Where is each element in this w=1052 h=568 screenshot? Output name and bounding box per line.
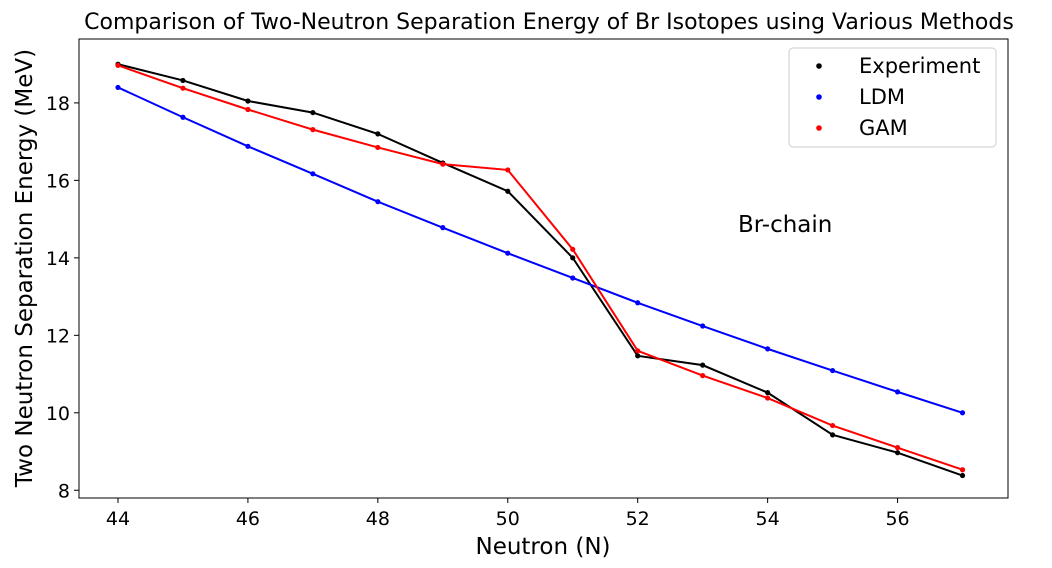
data-point-gam: [829, 422, 836, 429]
data-point-experiment: [829, 432, 836, 438]
x-tick-label: 44: [106, 508, 130, 530]
data-point-experiment: [375, 131, 381, 137]
chart-title: Comparison of Two-Neutron Separation Ene…: [84, 10, 1014, 35]
series-line-gam: [117, 64, 963, 471]
series-line-experiment: [117, 63, 963, 477]
x-tick-label: 46: [236, 508, 260, 530]
y-tick-label: 18: [46, 93, 70, 115]
y-axis: 8 10 12 14 16 18: [46, 93, 79, 502]
legend: Experiment LDM GAM: [788, 47, 997, 148]
data-point-experiment: [505, 188, 511, 194]
series-line-ldm: [117, 86, 963, 414]
legend-label-ldm: LDM: [859, 85, 905, 109]
data-point-gam: [635, 348, 641, 354]
data-point-experiment: [570, 255, 576, 261]
data-point-ldm: [115, 84, 121, 91]
data-point-ldm: [180, 114, 186, 120]
data-point-ldm: [829, 367, 836, 374]
data-point-ldm: [440, 225, 446, 231]
data-point-gam: [375, 144, 381, 151]
data-point-gam: [894, 445, 901, 451]
x-axis: 44 46 48 50 52 54 56: [106, 498, 910, 530]
y-tick-label: 8: [58, 480, 70, 502]
y-tick-label: 14: [46, 248, 70, 270]
data-point-ldm: [310, 171, 316, 177]
plot-area: [78, 38, 1009, 499]
legend-marker-experiment: [816, 63, 822, 69]
data-point-experiment: [959, 472, 966, 479]
data-point-ldm: [894, 389, 901, 395]
data-point-gam: [570, 246, 576, 252]
x-tick-label: 50: [496, 508, 520, 530]
x-tick-label: 56: [885, 508, 909, 530]
data-point-experiment: [245, 98, 251, 104]
data-point-ldm: [765, 346, 771, 352]
data-point-gam: [115, 62, 121, 68]
data-point-ldm: [570, 275, 576, 281]
data-point-gam: [180, 85, 186, 91]
data-point-ldm: [959, 410, 966, 416]
data-point-experiment: [635, 353, 641, 359]
data-point-experiment: [310, 109, 316, 116]
data-point-ldm: [505, 250, 511, 256]
x-tick-label: 48: [366, 508, 390, 530]
data-point-gam: [700, 373, 706, 379]
legend-frame: [788, 47, 997, 148]
legend-label-gam: GAM: [859, 116, 908, 140]
plot-frame: [78, 38, 1009, 499]
data-point-gam: [765, 395, 771, 401]
series-layer: [115, 61, 966, 479]
y-tick-label: 12: [46, 325, 70, 347]
data-point-experiment: [700, 362, 706, 368]
data-point-ldm: [375, 199, 381, 205]
annotation-br-chain: Br-chain: [738, 212, 832, 238]
legend-label-experiment: Experiment: [859, 54, 980, 78]
data-point-gam: [959, 467, 966, 473]
data-point-experiment: [894, 450, 901, 456]
legend-marker-ldm: [816, 94, 822, 100]
x-axis-label: Neutron (N): [475, 534, 610, 560]
y-tick-label: 16: [46, 170, 70, 192]
y-tick-label: 10: [46, 403, 70, 425]
y-axis-label: Two Neutron Separation Energy (MeV): [12, 49, 38, 488]
data-point-gam: [310, 127, 316, 133]
x-tick-label: 54: [756, 508, 780, 530]
data-point-gam: [440, 161, 446, 167]
x-tick-label: 52: [626, 508, 650, 530]
data-point-gam: [505, 167, 511, 173]
legend-marker-gam: [816, 125, 822, 131]
data-point-ldm: [700, 323, 706, 329]
data-point-ldm: [635, 300, 641, 306]
data-point-experiment: [765, 390, 771, 396]
data-point-gam: [245, 106, 251, 113]
data-point-ldm: [245, 143, 251, 149]
data-point-experiment: [180, 77, 186, 84]
